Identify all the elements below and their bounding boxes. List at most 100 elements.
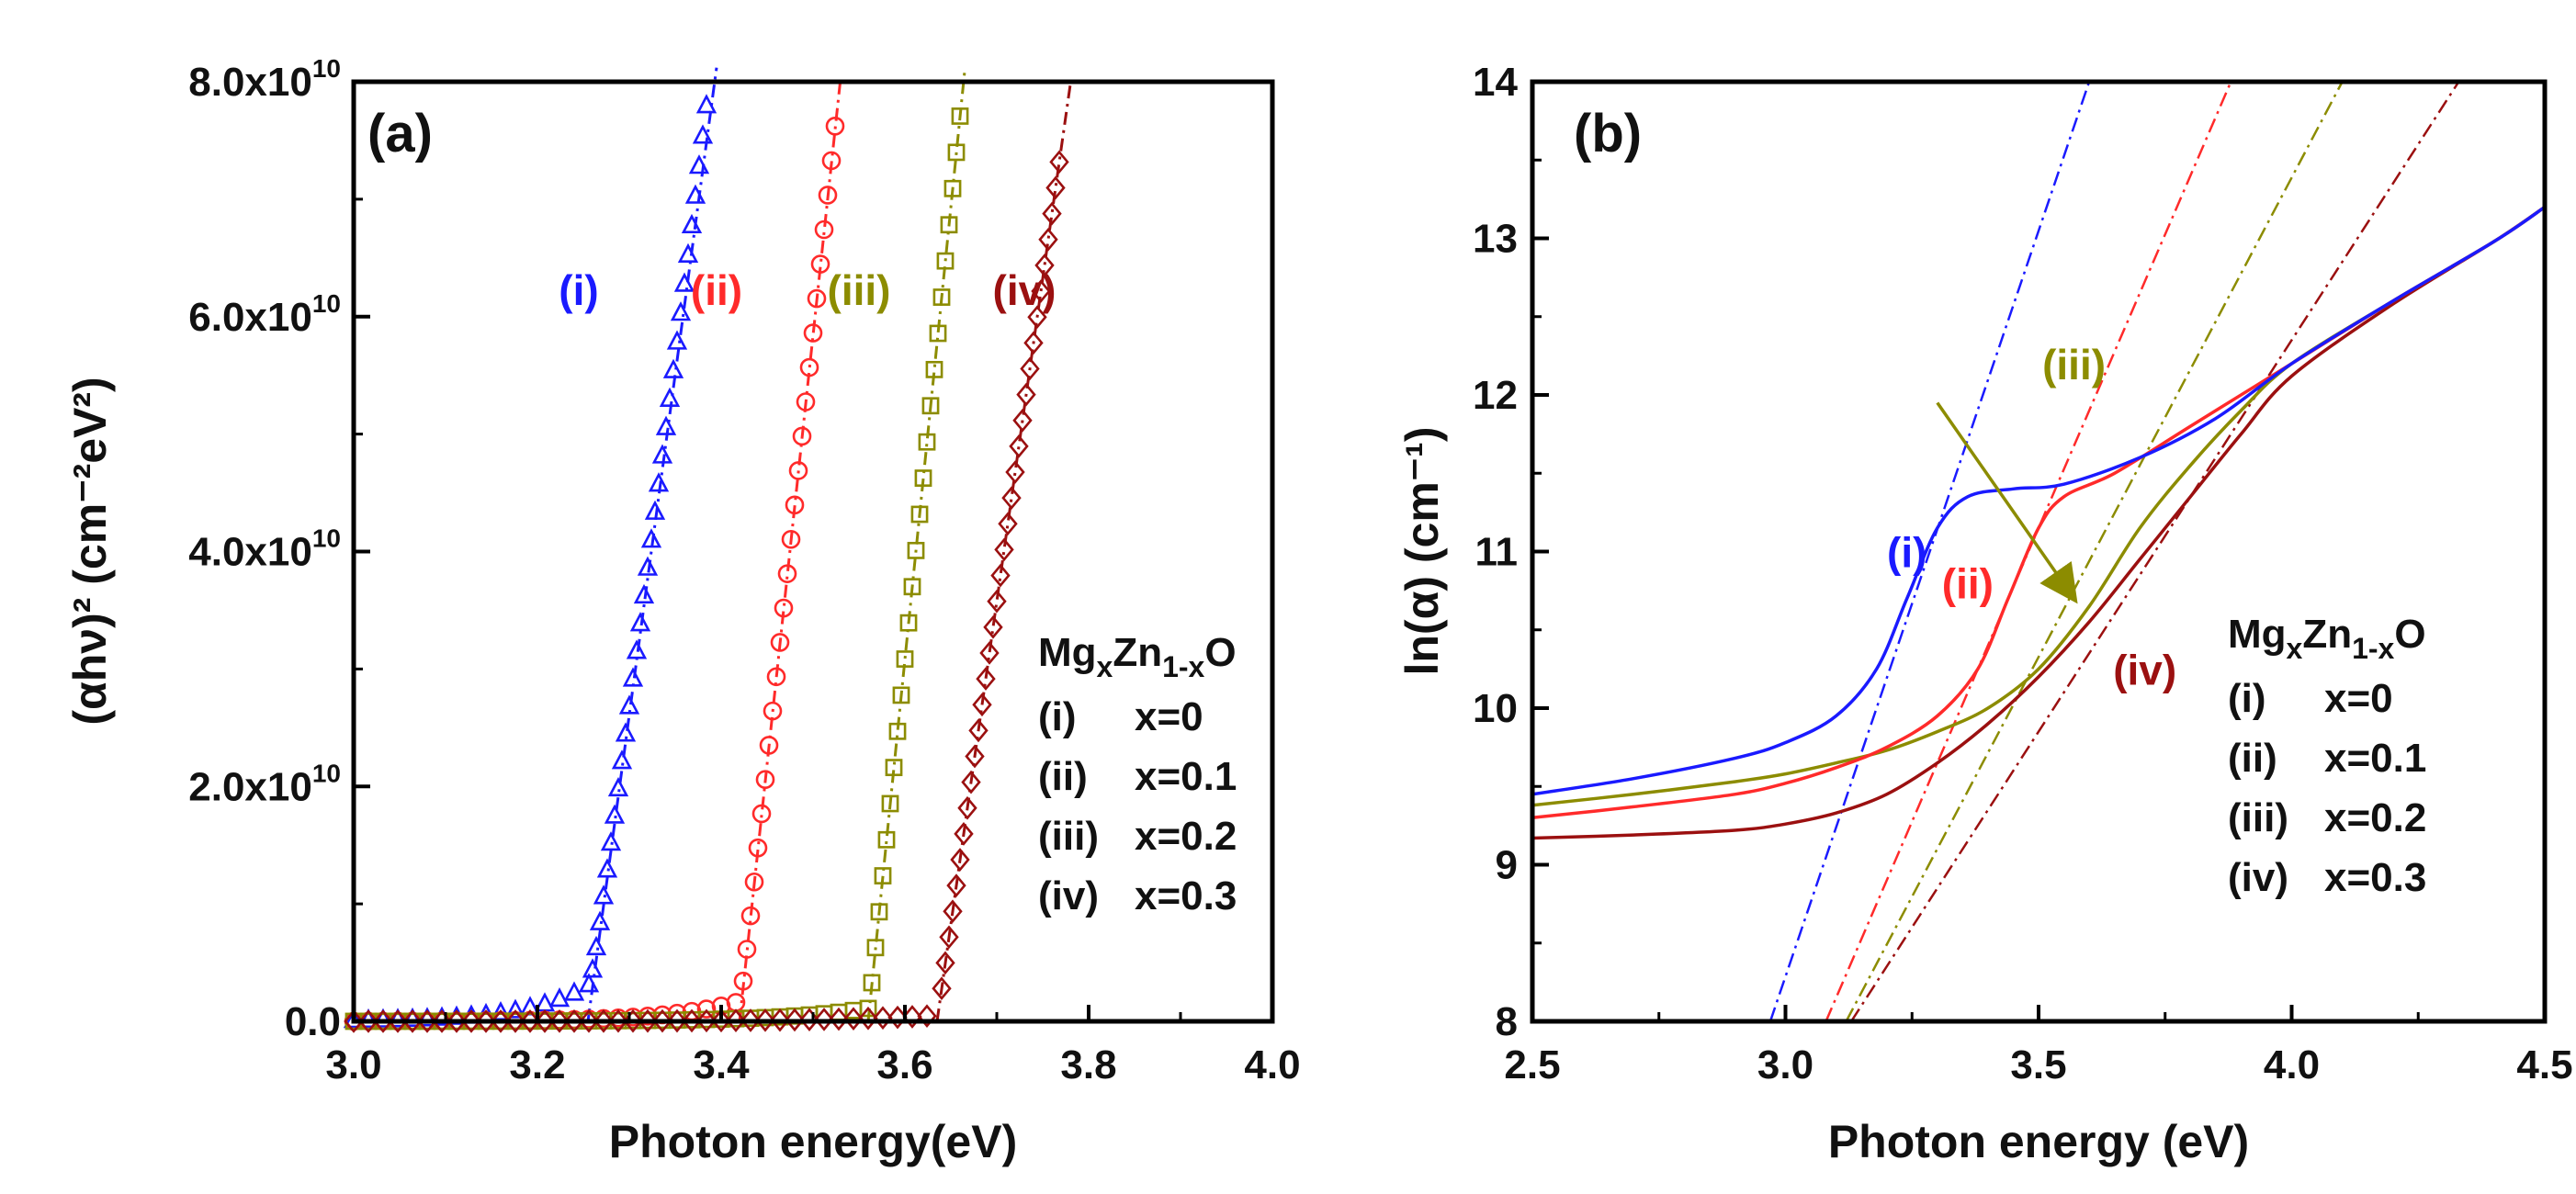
panel-b-fit-line-iii (1845, 82, 2344, 1021)
panel-a-marker-iv (939, 925, 959, 950)
panel-a-marker-iv (843, 1007, 864, 1031)
panel-a-marker-ii (799, 357, 819, 377)
panel-a-y-tick-label: 8.0x1010 (188, 54, 341, 105)
panel-a-marker-ii (777, 564, 797, 583)
panel-a-y-tick-label: 2.0x1010 (188, 759, 341, 809)
panel-a-marker-iv (932, 976, 952, 1001)
panel-a-x-tick-label: 3.6 (876, 1042, 932, 1087)
panel-b-legend-title: MgxZn1-xO (2228, 612, 2426, 665)
panel-a-marker-iii (925, 360, 943, 378)
panel-b-ticks: 2.5 3.0 3.5 4.0 4.5 8 9 10 11 12 13 14 (1473, 60, 2573, 1087)
panel-a-marker-iv (1034, 253, 1055, 277)
panel-a-marker-i (578, 973, 600, 993)
panel-a-marker-i (600, 831, 622, 851)
panel-a-marker-iv (476, 1009, 496, 1033)
panel-a-marker-iv (935, 951, 955, 975)
panel-a-marker-iv (652, 1008, 672, 1033)
panel-b-legend-label-i: (i) (2228, 676, 2266, 721)
panel-a-marker-iii (907, 541, 925, 559)
panel-a-marker-i (644, 500, 666, 520)
panel-a-marker-i (633, 583, 655, 604)
panel-a-marker-iii (910, 505, 929, 524)
panel-a-legend-title: MgxZn1-xO (1038, 630, 1237, 683)
panel-a-marker-iv (711, 1008, 731, 1033)
panel-a-marker-ii (763, 701, 783, 721)
panel-b-series-label-iv: (iv) (2113, 646, 2176, 693)
panel-a-marker-iv (814, 1008, 834, 1031)
panel-a-marker-i (684, 184, 706, 204)
panel-b-label: (b) (1574, 104, 1642, 163)
panel-a-marker-iv (549, 1009, 570, 1033)
panel-b-legend-text-ii: x=0.1 (2324, 736, 2426, 781)
panel-a-marker-ii (774, 598, 794, 618)
panel-a-marker-iii (892, 686, 910, 704)
panel-a-marker-iv (358, 1009, 378, 1033)
panel-a-marker-ii (759, 736, 779, 755)
panel-a-marker-i (695, 94, 717, 114)
panel-a-marker-iii (859, 999, 877, 1018)
panel-a-marker-i (677, 242, 699, 263)
panel-b-x-tick-label: 2.5 (1504, 1042, 1560, 1087)
panel-a-marker-i (670, 301, 692, 321)
panel-a-series-label-iii: (iii) (828, 266, 891, 314)
panel-a-marker-iv (373, 1009, 393, 1033)
panel-a-marker-ii (744, 872, 764, 892)
panel-b-y-tick-label: 11 (1474, 530, 1518, 575)
panel-a-marker-iii (947, 143, 966, 162)
panel-b-y-axis-title: ln(α) (cm⁻¹) (1396, 427, 1448, 676)
panel-a-marker-iv (950, 848, 970, 872)
panel-a-marker-iv (564, 1008, 584, 1033)
panel-a-marker-i (548, 987, 571, 1008)
panel-a-marker-iv (1038, 227, 1058, 252)
panel-a-legend-label-iii: (iii) (1038, 814, 1099, 859)
panel-a-marker-i (681, 213, 703, 234)
panel-a-marker-i (607, 776, 629, 797)
panel-a-marker-iv (829, 1007, 849, 1031)
panel-a-marker-iv (943, 899, 963, 924)
panel-a-y-tick-label: 4.0x1010 (188, 524, 341, 575)
panel-b-annotation-arrow (1936, 401, 2078, 604)
panel-a-marker-iv (770, 1008, 790, 1032)
panel-a-marker-iv (1020, 356, 1040, 381)
panel-a-marker-iv (979, 641, 1000, 665)
panel-a-marker-i (622, 667, 644, 687)
panel-a-legend-label-i: (i) (1038, 694, 1077, 739)
panel-a-marker-i (655, 415, 677, 435)
panel-b-series-label-iii: (iii) (2042, 341, 2106, 389)
panel-a-marker-i (589, 910, 611, 930)
panel-b-curve-i (1532, 205, 2545, 796)
panel-b-series-label-i: (i) (1887, 529, 1926, 577)
panel-a-marker-iii (866, 939, 885, 957)
panel-a-marker-iv (388, 1009, 408, 1033)
panel-a-y-tick-label: 0.0 (285, 999, 341, 1044)
panel-a-marker-iv (623, 1008, 643, 1033)
panel-a-marker-iv (667, 1008, 687, 1033)
panel-a-marker-ii (807, 288, 827, 309)
panel-a-marker-i (596, 858, 618, 878)
panel-a-marker-iv (858, 1006, 878, 1031)
panel-a-chart: (a) 3.0 3.2 3.4 3.6 3.8 4.0 0.0 2.0x1010 4.0x101… (64, 54, 1301, 1167)
panel-b-legend-label-ii: (ii) (2228, 736, 2277, 781)
panel-a-x-tick-label: 3.4 (693, 1042, 750, 1087)
panel-a-marker-ii (737, 940, 757, 959)
panel-b-fit-line-iv (1850, 82, 2460, 1021)
panel-b-legend-text-i: x=0 (2324, 676, 2393, 721)
panel-a-marker-i (593, 884, 615, 905)
panel-a-marker-iv (957, 795, 977, 820)
panel-a-marker-i (387, 1008, 409, 1028)
panel-b-series-i (1768, 82, 2091, 1021)
panel-a-marker-iv (1049, 150, 1069, 175)
panel-a-marker-iv (785, 1008, 805, 1032)
panel-a-fit-line-iv (935, 84, 1072, 1022)
panel-a-marker-iii (885, 759, 903, 777)
panel-a-marker-ii (818, 186, 838, 205)
panel-a-marker-iii (951, 107, 969, 125)
panel-a-marker-i (651, 444, 673, 464)
panel-a-marker-i (618, 694, 640, 715)
panel-b-y-tick-label: 14 (1473, 60, 1518, 105)
panel-b-legend-text-iii: x=0.2 (2324, 795, 2426, 840)
panel-a-marker-i (357, 1008, 379, 1029)
